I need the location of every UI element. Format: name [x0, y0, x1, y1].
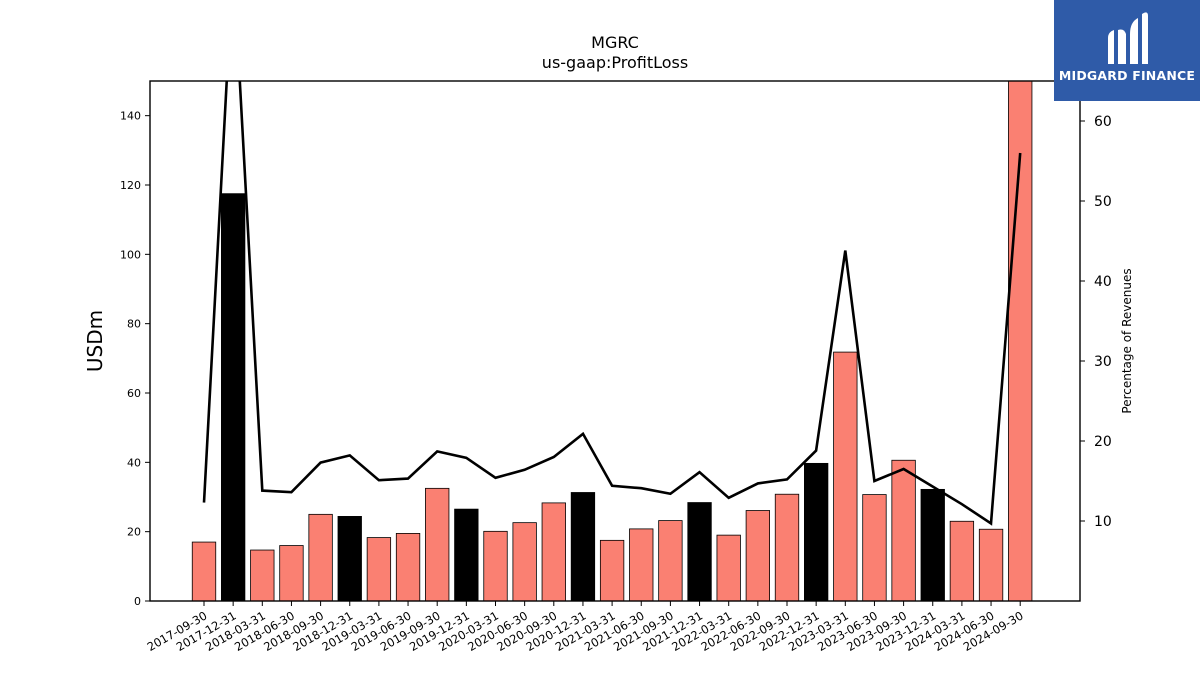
bar	[220, 193, 246, 601]
bar	[891, 459, 916, 601]
percentage-line	[202, 81, 1022, 526]
y2-tick-label: 10	[1094, 514, 1112, 530]
bar	[337, 516, 362, 601]
y-tick-label: 80	[127, 318, 141, 331]
bar	[366, 537, 392, 601]
bar	[658, 520, 683, 601]
y2-tick-label: 40	[1094, 274, 1112, 290]
bar	[599, 539, 625, 601]
bar	[512, 522, 537, 601]
bar	[308, 513, 333, 601]
y2-tick-label: 60	[1094, 114, 1112, 130]
bar	[629, 528, 654, 601]
midgard-finance-logo: MIDGARD FINANCE	[1054, 0, 1200, 101]
bar	[716, 534, 741, 601]
bar	[454, 508, 479, 601]
bar	[570, 492, 596, 601]
logo-mark-icon	[1108, 12, 1148, 64]
y-tick-label: 20	[127, 526, 141, 539]
bar	[425, 487, 450, 601]
y2-tick-label: 20	[1094, 434, 1112, 450]
bar	[833, 351, 858, 601]
bar	[483, 530, 508, 601]
y-axis-label: USDm	[83, 310, 107, 372]
bar	[920, 488, 945, 601]
y2-axis-label: Percentage of Revenues	[1120, 268, 1134, 413]
chart-title: MGRC	[591, 33, 639, 52]
chart-subtitle: us-gaap:ProfitLoss	[542, 53, 688, 72]
bar	[541, 502, 566, 601]
logo-text: MIDGARD FINANCE	[1058, 68, 1196, 83]
y2-tick-label: 50	[1094, 194, 1112, 210]
plot-frame	[149, 80, 1081, 602]
y-tick-label: 140	[120, 110, 141, 123]
bar	[395, 533, 421, 601]
y2-tick-label: 30	[1094, 354, 1112, 370]
bar	[862, 494, 887, 601]
y-tick-label: 100	[120, 248, 141, 261]
bar	[279, 545, 304, 601]
bar	[774, 493, 800, 601]
bar	[191, 541, 217, 601]
bar	[687, 502, 712, 601]
y-tick-label: 60	[127, 387, 141, 400]
bar	[978, 528, 1004, 601]
bar	[804, 462, 829, 601]
y-tick-label: 40	[127, 456, 141, 469]
bar-series	[191, 81, 1033, 601]
bar	[250, 549, 275, 601]
bar	[745, 510, 770, 601]
y-tick-label: 120	[120, 179, 141, 192]
y-tick-label: 0	[134, 595, 141, 608]
line-series	[202, 81, 1022, 526]
bar	[949, 520, 975, 601]
